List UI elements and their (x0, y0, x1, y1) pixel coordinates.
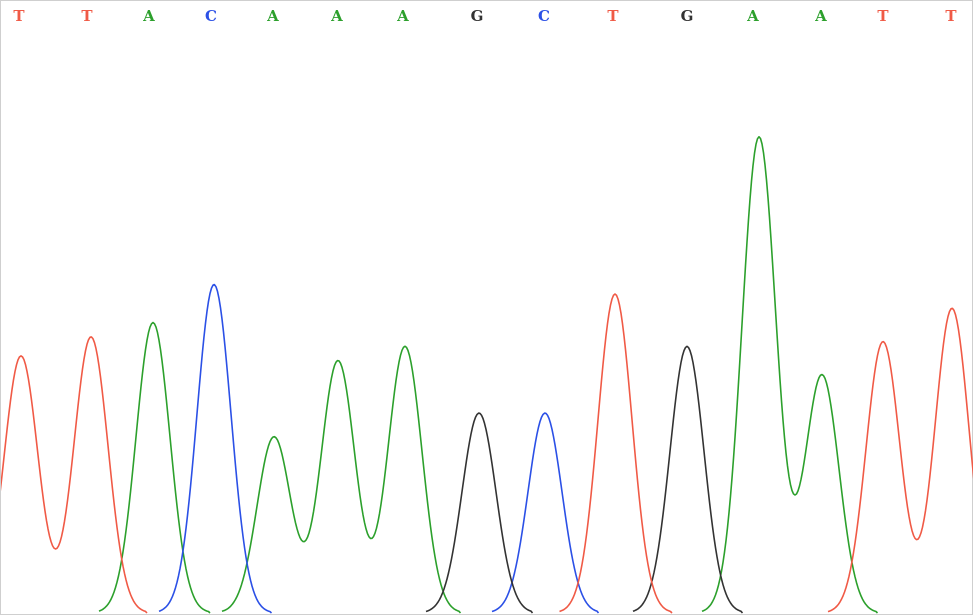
peak-11 (686, 345, 688, 348)
peak-10 (614, 293, 616, 295)
base-call-10: T (607, 7, 619, 25)
peak-15 (951, 307, 953, 310)
peak-3 (152, 321, 154, 324)
trace-C (158, 283, 600, 614)
trace-T (1, 293, 973, 614)
base-call-3: A (142, 7, 155, 25)
peak-8 (478, 412, 480, 414)
peak-12 (758, 136, 760, 138)
peak-4 (213, 283, 215, 286)
base-call-5: A (266, 7, 279, 25)
base-call-15: T (945, 7, 957, 25)
peak-14 (882, 340, 884, 343)
peak-7 (404, 345, 406, 348)
peak-1 (20, 355, 22, 357)
trace-layer (1, 136, 973, 614)
peak-2 (90, 336, 92, 338)
base-call-6: A (330, 7, 343, 25)
trace-A (98, 136, 879, 614)
base-call-1: T (13, 7, 25, 25)
base-call-13: A (814, 7, 827, 25)
base-call-11: G (681, 7, 694, 25)
trace-G (425, 345, 744, 614)
peak-13 (821, 374, 823, 376)
peak-5 (273, 436, 275, 438)
base-call-8: G (471, 7, 484, 25)
base-call-12: A (746, 7, 759, 25)
base-call-7: A (396, 7, 409, 25)
peak-6 (337, 359, 339, 362)
base-call-2: T (81, 7, 93, 25)
base-call-14: T (877, 7, 889, 25)
peak-9 (544, 412, 546, 414)
base-call-4: C (205, 7, 217, 25)
base-call-9: C (538, 7, 550, 25)
